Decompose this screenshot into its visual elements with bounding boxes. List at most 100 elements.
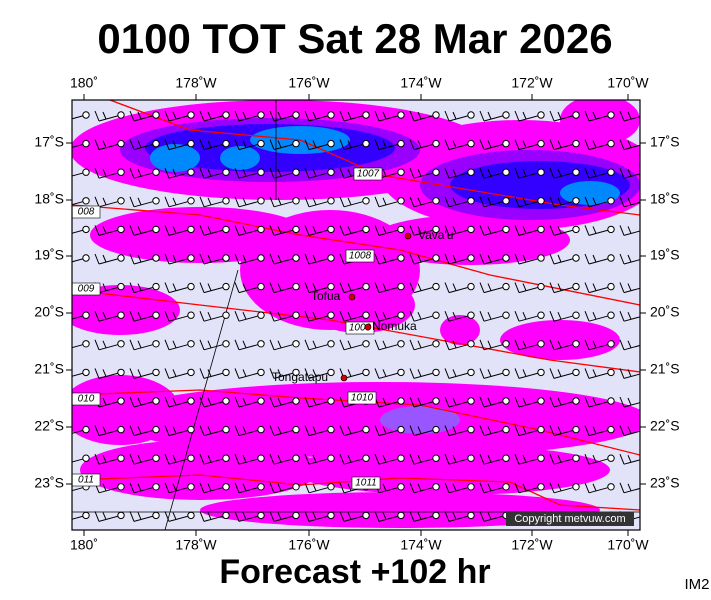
barb	[269, 396, 300, 408]
barb-staff	[483, 286, 507, 294]
barb-station	[257, 340, 265, 348]
barb-feather	[627, 426, 632, 434]
barb	[619, 454, 640, 465]
barb-station	[152, 454, 160, 462]
barb-feather	[277, 197, 282, 205]
barb-feather	[269, 368, 275, 379]
barb-staff	[238, 343, 262, 351]
barb-feather	[444, 110, 450, 122]
barb	[94, 425, 125, 437]
barb-station	[537, 397, 545, 405]
barb	[549, 396, 580, 408]
barb-staff	[483, 429, 507, 437]
barb-feather	[129, 311, 135, 322]
place-name: Vava'u	[418, 228, 453, 242]
barb-staff	[308, 371, 332, 379]
barb-feather	[102, 197, 107, 205]
barb-staff	[203, 171, 227, 179]
barb-feather	[242, 369, 247, 377]
barb	[129, 311, 160, 322]
barb-feather	[382, 397, 387, 406]
barb-feather	[312, 283, 317, 291]
barb	[479, 110, 510, 122]
barb-feather	[549, 425, 555, 436]
barb-staff	[378, 343, 402, 351]
barb-station	[187, 197, 195, 205]
barb-station	[222, 483, 230, 491]
barb-feather	[137, 140, 142, 148]
barb-feather	[277, 483, 282, 491]
barb-staff	[72, 429, 87, 434]
barb-feather	[444, 168, 450, 179]
barb-station	[327, 425, 335, 434]
barb-feather	[592, 226, 597, 234]
barb-feather	[549, 110, 555, 122]
barb-feather	[277, 369, 282, 377]
barb-station	[222, 139, 230, 148]
barb-feather	[479, 511, 485, 522]
barb-feather	[207, 169, 212, 177]
lat-label: 18˚S	[34, 191, 64, 207]
barb-staff	[378, 228, 402, 236]
barb-station	[467, 368, 475, 377]
barb-station	[607, 197, 615, 205]
barb-staff	[133, 143, 157, 151]
place-dot	[348, 293, 356, 301]
barb	[269, 253, 300, 265]
barb	[584, 225, 615, 236]
barb-staff	[133, 200, 157, 208]
barb-feather	[479, 425, 485, 436]
barb-staff	[343, 343, 367, 351]
barb	[199, 396, 230, 408]
barb-staff	[483, 143, 507, 151]
barb	[94, 110, 125, 122]
barb-feather	[592, 455, 597, 463]
barb-feather	[234, 168, 240, 179]
barb-station	[327, 454, 335, 462]
isobar-label: 009	[78, 284, 95, 295]
barb	[199, 225, 230, 236]
barb	[129, 454, 160, 465]
barb	[409, 168, 440, 179]
barb-feather	[339, 396, 345, 408]
barb-station	[222, 111, 230, 119]
barb-feather	[522, 397, 527, 406]
barb-feather	[269, 396, 275, 408]
barb-station	[397, 311, 405, 319]
barb-feather	[592, 483, 597, 491]
barb-feather	[102, 140, 107, 148]
barb-staff	[553, 228, 577, 236]
barb-feather	[347, 140, 352, 148]
barb-feather	[452, 254, 457, 263]
barb-feather	[242, 283, 247, 291]
barb-staff	[413, 114, 437, 122]
barb-station	[362, 282, 370, 291]
barb-station	[397, 511, 405, 520]
barb-feather	[129, 396, 135, 408]
barb-feather	[522, 455, 527, 463]
barb-staff	[378, 486, 402, 494]
barb	[164, 454, 195, 465]
barb-staff	[72, 200, 87, 206]
barb-feather	[382, 197, 387, 205]
barb-feather	[557, 397, 562, 406]
barb-feather	[94, 425, 100, 436]
barb-station	[502, 397, 510, 405]
barb	[234, 253, 265, 265]
barb	[549, 454, 580, 465]
barb-feather	[487, 283, 492, 291]
barb-staff	[448, 286, 472, 294]
barb-station	[187, 483, 195, 491]
barb-station	[292, 139, 300, 148]
barb-feather	[304, 454, 310, 465]
barb	[374, 225, 405, 236]
barb-feather	[68, 455, 71, 462]
barb-station	[117, 340, 125, 348]
barb-feather	[417, 312, 422, 320]
barb-staff	[553, 171, 577, 179]
barb-feather	[207, 254, 212, 263]
barb	[129, 396, 160, 408]
barb-feather	[487, 312, 492, 320]
barb-feather	[479, 368, 485, 379]
